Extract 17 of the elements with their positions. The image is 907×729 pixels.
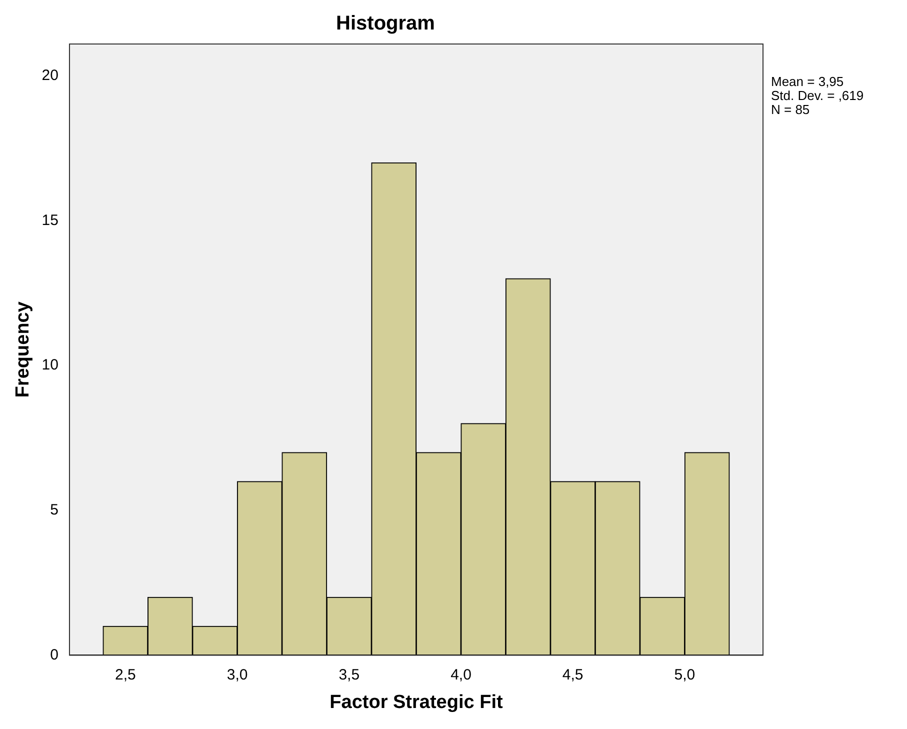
x-tick-label: 2,5 xyxy=(114,666,136,684)
x-tick-label: 5,0 xyxy=(674,666,696,684)
x-tick-label: 3,5 xyxy=(338,666,360,684)
y-tick-label: 10 xyxy=(42,356,58,374)
x-axis-title: Factor Strategic Fit xyxy=(330,692,504,713)
x-tick-label: 4,0 xyxy=(450,666,472,684)
text: Std. Dev. = ,619 xyxy=(771,88,864,104)
text: Mean = 3,95 xyxy=(771,74,844,90)
y-tick-label: 20 xyxy=(42,67,58,84)
y-axis-title: Frequency xyxy=(12,301,34,398)
x-tick-label: 4,5 xyxy=(562,666,584,684)
text: N = 85 xyxy=(771,102,810,118)
y-tick-label: 5 xyxy=(50,502,58,519)
chart-title: Histogram xyxy=(336,12,435,35)
x-tick-label: 3,0 xyxy=(226,666,248,684)
y-tick-label: 0 xyxy=(50,646,58,664)
y-tick-label: 15 xyxy=(42,212,58,229)
